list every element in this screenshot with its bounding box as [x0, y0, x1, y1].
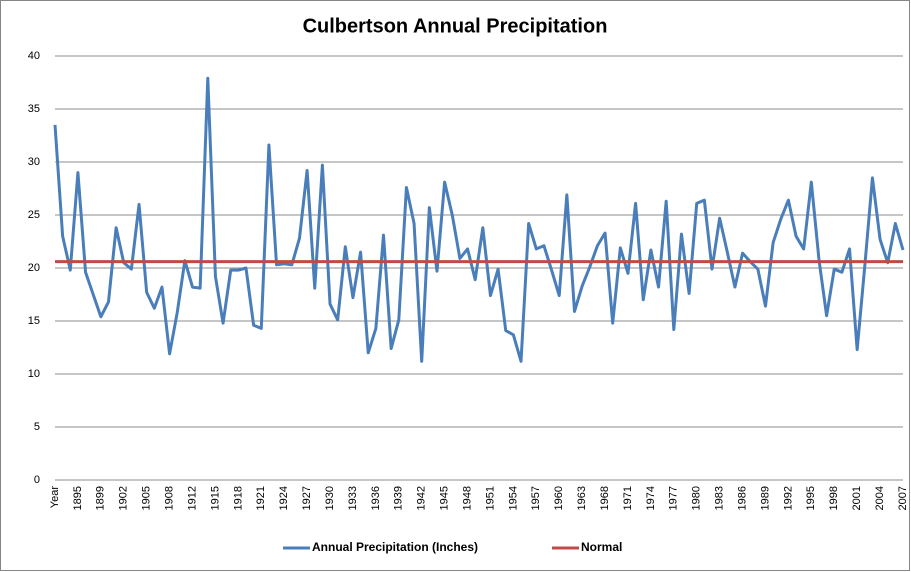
- x-tick-label: 1939: [393, 486, 405, 510]
- x-tick-label: 1895: [72, 486, 84, 510]
- y-tick-label: 25: [28, 209, 40, 221]
- x-tick-label: 1995: [805, 486, 817, 510]
- x-tick-label: 1960: [553, 486, 565, 510]
- y-tick-label: 20: [28, 262, 40, 274]
- y-tick-label: 40: [28, 50, 40, 62]
- x-tick-label: 1977: [668, 486, 680, 510]
- x-tick-label: 1954: [507, 486, 519, 510]
- x-tick-label: 1998: [828, 486, 840, 510]
- x-tick-label: 1942: [416, 486, 428, 510]
- x-tick-label: 1930: [324, 486, 336, 510]
- x-tick-label: 1948: [461, 486, 473, 510]
- x-tick-label: 1902: [118, 486, 130, 510]
- x-tick-label: 1933: [347, 486, 359, 510]
- x-tick-label: 1927: [301, 486, 313, 510]
- x-tick-label: Year: [49, 486, 61, 509]
- x-tick-label: 1912: [186, 486, 198, 510]
- x-tick-label: 1899: [95, 486, 107, 510]
- x-tick-label: 1936: [370, 486, 382, 510]
- x-tick-label: 1983: [714, 486, 726, 510]
- data-line: [53, 76, 905, 363]
- y-tick-label: 10: [28, 368, 40, 380]
- legend-label: Annual Precipitation (Inches): [312, 540, 478, 554]
- y-tick-label: 30: [28, 156, 40, 168]
- y-tick-label: 5: [34, 421, 40, 433]
- x-tick-label: 1915: [209, 486, 221, 510]
- x-tick-label: 1989: [759, 486, 771, 510]
- legend-label: Normal: [581, 540, 622, 554]
- x-tick-label: 1971: [622, 486, 634, 510]
- x-tick-label: 1918: [232, 486, 244, 510]
- x-tick-label: 1974: [645, 486, 657, 510]
- x-tick-label: 1992: [782, 486, 794, 510]
- y-tick-label: 0: [34, 474, 40, 486]
- y-tick-label: 35: [28, 103, 40, 115]
- x-tick-label: 2007: [897, 486, 909, 510]
- x-tick-label: 1986: [736, 486, 748, 510]
- x-tick-label: 2001: [851, 486, 863, 510]
- chart-title: Culbertson Annual Precipitation: [303, 15, 608, 37]
- y-tick-label: 15: [28, 315, 40, 327]
- x-tick-label: 1908: [164, 486, 176, 510]
- x-tick-label: 1963: [576, 486, 588, 510]
- x-tick-label: 1968: [599, 486, 611, 510]
- x-tick-label: 1951: [484, 486, 496, 510]
- x-tick-label: 1980: [691, 486, 703, 510]
- x-tick-label: 1945: [439, 486, 451, 510]
- x-tick-label: 1924: [278, 486, 290, 510]
- x-tick-label: 1957: [530, 486, 542, 510]
- x-tick-label: 2004: [874, 486, 886, 510]
- x-tick-label: 1921: [255, 486, 267, 510]
- x-tick-label: 1905: [141, 486, 153, 510]
